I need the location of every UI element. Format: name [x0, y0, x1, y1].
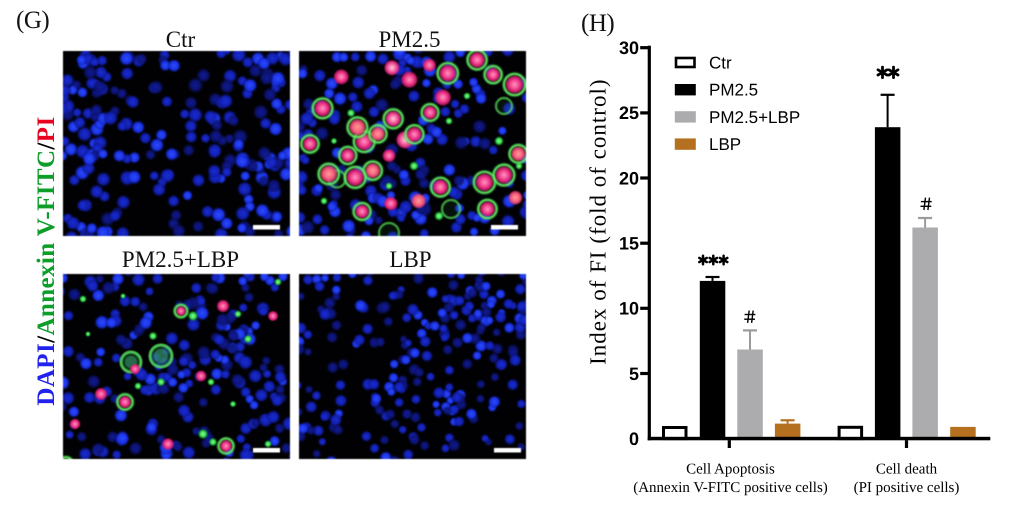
svg-text:10: 10 — [619, 299, 639, 319]
svg-text:20: 20 — [619, 168, 639, 188]
svg-text:Cell Apoptosis: Cell Apoptosis — [686, 462, 775, 478]
svg-text:(Annexin V-FITC positive cells: (Annexin V-FITC positive cells) — [633, 480, 828, 496]
svg-text:PM2.5: PM2.5 — [709, 81, 758, 100]
svg-text:15: 15 — [619, 234, 639, 254]
svg-text:(PI positive cells): (PI positive cells) — [854, 480, 960, 496]
svg-text:5: 5 — [629, 364, 639, 384]
svg-text:25: 25 — [619, 103, 639, 123]
svg-text:Index of FI (fold of control): Index of FI (fold of control) — [586, 78, 611, 364]
svg-text:LBP: LBP — [709, 135, 741, 154]
svg-text:PM2.5+LBP: PM2.5+LBP — [709, 108, 800, 127]
svg-text:Cell death: Cell death — [876, 462, 938, 478]
svg-text:30: 30 — [619, 38, 639, 58]
svg-text:0: 0 — [629, 429, 639, 449]
svg-text:Ctr: Ctr — [709, 54, 732, 73]
